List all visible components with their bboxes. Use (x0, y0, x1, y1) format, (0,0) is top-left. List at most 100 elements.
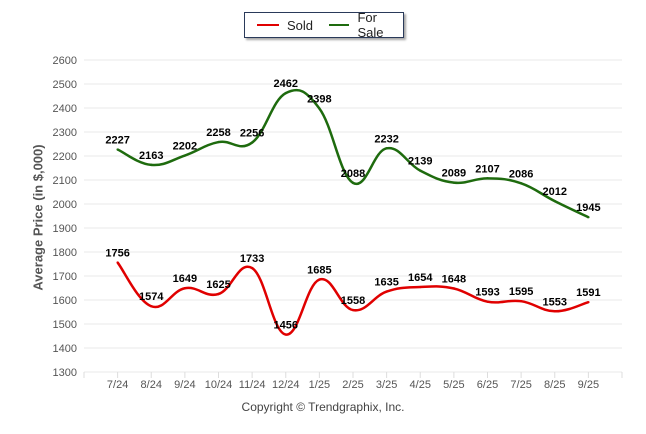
data-point-sold (519, 300, 523, 303)
data-labels: 1756 1574 1649 1625 1733 1456 1685 1558 1635 1654… (105, 78, 600, 331)
y-axis-title: Average Price (in $,000) (30, 144, 46, 291)
series (116, 88, 590, 336)
data-label-sold: 1591 (576, 287, 600, 299)
x-tick-label: 10/24 (205, 379, 233, 391)
data-point-sold (553, 310, 556, 313)
series-line-sold (116, 261, 589, 336)
x-tick-label: 7/24 (107, 379, 128, 391)
data-point-sold (385, 290, 388, 293)
data-point-sold (116, 261, 119, 264)
axes: 1300 1400 1500 1600 1700 1800 1900 2000 2100 2200… (53, 55, 623, 391)
data-label-for-sale: 2089 (442, 168, 466, 180)
for-sale-swatch-icon (329, 24, 350, 26)
y-tick-label: 2000 (53, 199, 77, 211)
y-tick-label: 1800 (53, 247, 77, 259)
x-tick-label: 2/25 (342, 379, 363, 391)
data-label-for-sale: 2227 (105, 135, 129, 147)
x-tick-label: 3/25 (376, 379, 397, 391)
data-label-for-sale: 2202 (173, 141, 197, 153)
sold-swatch-icon (257, 24, 279, 26)
x-tick-label: 4/25 (410, 379, 431, 391)
data-point-for-sale (385, 147, 388, 150)
data-point-sold (452, 287, 456, 290)
data-point-for-sale (486, 177, 489, 180)
data-point-sold (217, 292, 220, 296)
data-label-sold: 1756 (105, 248, 129, 260)
y-tick-label: 1300 (53, 367, 77, 379)
x-tick-label: 8/25 (544, 379, 565, 391)
data-label-for-sale: 1945 (576, 202, 600, 214)
y-tick-label: 2100 (53, 175, 77, 187)
y-tick-label: 2200 (53, 151, 77, 163)
x-tick-label: 6/25 (477, 379, 498, 391)
data-label-sold: 1649 (173, 273, 197, 285)
series-line-for-sale (117, 88, 589, 219)
data-point-sold (250, 266, 254, 270)
data-label-for-sale: 2086 (509, 168, 533, 180)
data-point-for-sale (116, 148, 119, 151)
data-label-for-sale: 2258 (206, 127, 230, 139)
data-label-sold: 1595 (509, 286, 533, 298)
data-point-for-sale (284, 91, 287, 95)
y-tick-label: 2500 (53, 79, 77, 91)
data-point-for-sale (587, 216, 590, 219)
data-point-sold (419, 285, 422, 289)
data-point-for-sale (318, 107, 321, 110)
x-tick-label: 9/24 (174, 379, 195, 391)
y-tick-label: 2600 (53, 55, 77, 67)
x-tick-label: 12/24 (272, 379, 300, 391)
data-point-sold (183, 287, 187, 290)
data-label-sold: 1685 (307, 265, 331, 277)
y-tick-label: 1900 (53, 223, 77, 235)
legend-item-sold[interactable]: Sold (257, 18, 313, 33)
data-label-sold: 1625 (206, 279, 230, 291)
data-label-for-sale: 2256 (240, 128, 264, 140)
y-tick-label: 1700 (53, 271, 77, 283)
legend: Sold For Sale (244, 10, 404, 40)
data-label-for-sale: 2012 (543, 186, 567, 198)
y-tick-label: 2400 (53, 103, 77, 115)
x-tick-label: 5/25 (443, 379, 464, 391)
data-point-for-sale (519, 182, 523, 185)
data-point-for-sale (553, 199, 556, 203)
data-label-for-sale: 2163 (139, 150, 163, 162)
data-label-sold: 1654 (408, 272, 433, 284)
data-point-for-sale (250, 141, 254, 144)
legend-item-for-sale[interactable]: For Sale (329, 10, 403, 40)
data-label-sold: 1574 (139, 291, 164, 303)
y-tick-label: 2300 (53, 127, 77, 139)
data-label-sold: 1553 (543, 296, 567, 308)
data-point-for-sale (217, 140, 220, 144)
x-tick-label: 7/25 (510, 379, 531, 391)
data-label-sold: 1456 (274, 320, 298, 332)
data-label-sold: 1593 (475, 287, 499, 299)
x-tick-label: 11/24 (239, 379, 266, 391)
data-point-sold (150, 305, 153, 308)
grid (84, 59, 622, 373)
data-point-for-sale (419, 169, 422, 172)
data-point-sold (318, 278, 321, 281)
y-tick-label: 1400 (53, 343, 77, 355)
data-point-sold (284, 333, 287, 336)
data-label-for-sale: 2232 (374, 133, 398, 145)
data-label-for-sale: 2107 (475, 163, 499, 175)
y-tick-label: 1500 (53, 319, 77, 331)
data-point-for-sale (150, 163, 153, 167)
x-tick-label: 9/25 (578, 379, 599, 391)
data-label-sold: 1733 (240, 253, 264, 265)
legend-label-sold: Sold (287, 17, 314, 33)
y-tick-label: 1600 (53, 295, 77, 307)
data-point-sold (351, 308, 355, 312)
data-label-sold: 1648 (442, 273, 466, 285)
data-point-sold (587, 300, 590, 304)
data-point-for-sale (452, 181, 456, 184)
x-tick-label: 1/25 (309, 379, 330, 391)
data-point-for-sale (183, 154, 187, 157)
data-point-sold (486, 300, 489, 303)
data-point-for-sale (351, 181, 355, 185)
data-label-sold: 1558 (341, 295, 365, 307)
copyright-text: Copyright © Trendgraphix, Inc. (241, 400, 405, 414)
data-label-for-sale: 2462 (274, 78, 298, 90)
data-label-for-sale: 2398 (307, 93, 331, 105)
